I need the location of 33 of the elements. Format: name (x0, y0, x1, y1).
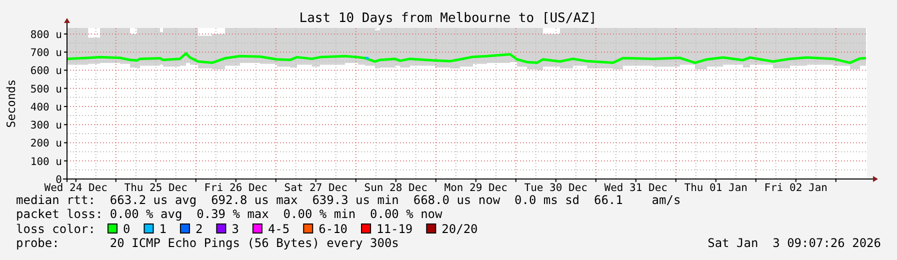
legend-label: 4-5 (268, 222, 290, 236)
legend-label: 11-19 (376, 222, 413, 236)
legend-label: 20/20 (442, 222, 478, 236)
legend-label: 6-10 (318, 222, 348, 236)
text: Sat Jan 3 09:07:26 2026 (708, 236, 881, 250)
text: median rtt: 663.2 us avg 692.8 us max 639.3 us min 668.0 us now 0.0 ms sd 66.1 am/s (16, 193, 681, 207)
x-tick-label: Sun 28 Dec (364, 182, 428, 194)
x-tick-label: Thu 25 Dec (124, 182, 188, 194)
x-tick-label: Sat 27 Dec (284, 182, 348, 194)
text: packet loss: 0.00 % avg 0.39 % max 0.00 % min 0.00 % now (16, 207, 444, 221)
legend-title: loss color: (16, 222, 96, 236)
y-tick-label: 700 u (30, 47, 62, 60)
x-tick-label: Mon 29 Dec (444, 182, 508, 194)
x-tick-label: Fri 26 Dec (204, 182, 268, 194)
legend-label: 1 (159, 222, 166, 236)
line-series (66, 52, 868, 64)
y-tick-label: 400 u (30, 101, 62, 114)
y-tick-label: 100 u (30, 156, 62, 168)
y-tick-label: 200 u (30, 138, 62, 150)
legend-label: 3 (232, 222, 239, 236)
y-tick-label: 600 u (30, 65, 62, 78)
legend-label: 0 (123, 222, 130, 236)
x-tick-label: Thu 01 Jan (684, 182, 748, 194)
x-tick-label: Fri 02 Jan (764, 182, 828, 194)
y-tick-label: 800 u (30, 28, 62, 41)
x-tick-label: Wed 31 Dec (604, 182, 668, 194)
y-tick-label: 300 u (30, 120, 62, 132)
chart-title: Last 10 Days from Melbourne to [US/AZ] (299, 11, 597, 26)
y-axis-title: Seconds (4, 79, 18, 128)
x-tick-label: Tue 30 Dec (524, 182, 588, 194)
legend-label: 2 (195, 222, 203, 236)
y-tick-label: 500 u (30, 83, 62, 96)
text: probe: 20 ICMP Echo Pings (56 Bytes) every 300s (16, 236, 399, 250)
